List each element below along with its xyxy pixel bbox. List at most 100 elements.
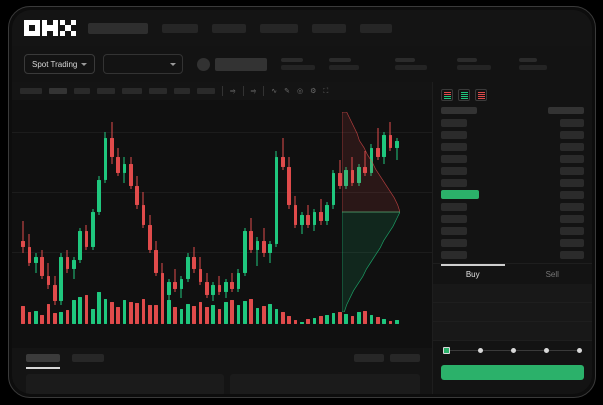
bottom-tab-open-orders[interactable] [26,354,60,362]
candle-wick [256,237,258,267]
orderbook-bid-row[interactable] [441,238,584,247]
device-frame: Spot Trading [8,6,596,398]
candle-bearish [388,106,393,311]
candle-wick [364,150,366,177]
timeframe-chip-3[interactable] [74,88,90,94]
candle-bearish [198,106,203,311]
amount-slider-node-0[interactable] [443,346,450,354]
orderbook-view-both-icon[interactable] [441,89,453,101]
volume-bar-bullish [90,308,95,324]
candle-wick [396,138,398,161]
timeframe-chip-4[interactable] [97,88,115,94]
orderbook-view-asks-icon[interactable] [475,89,487,101]
chart-settings-gear-icon[interactable]: ⚙ [310,87,317,95]
orderbook-ask-row[interactable] [441,166,584,175]
volume-bar-bearish [109,301,114,324]
orderbook-trade-panel: Buy Sell [432,82,592,394]
orderbook-bid-row[interactable] [441,250,584,259]
amount-slider-node-3[interactable] [544,347,549,353]
candle-bearish [287,106,292,311]
fullscreen-icon[interactable]: ⛶ [323,87,329,95]
timeframe-chip-5[interactable] [122,88,142,94]
volume-histogram [20,290,400,324]
candle-bearish [65,106,70,311]
candle-body [356,166,361,183]
candle-body [59,256,64,302]
nav-item-4[interactable] [260,23,298,33]
amount-slider[interactable] [433,341,592,359]
price-field[interactable] [433,284,592,303]
bottom-action-2[interactable] [390,354,420,362]
candle-body [109,138,114,158]
bottom-tab-order-history[interactable] [72,354,104,362]
market-type-selector[interactable]: Spot Trading [24,54,96,74]
total-field[interactable] [433,322,592,341]
volume-bar-bearish [27,312,32,324]
okx-logo[interactable] [24,20,76,36]
timeframe-chip-8[interactable] [197,88,215,94]
candle-bearish [204,106,209,311]
volume-bar-bearish [388,320,393,324]
amount-slider-node-4[interactable] [577,347,582,353]
amount-slider-node-1[interactable] [478,347,483,353]
buy-submit-button[interactable] [441,365,584,380]
nav-item-5[interactable] [312,23,346,33]
timeframe-chip-6[interactable] [149,88,167,94]
timeframe-chip-1[interactable] [20,88,42,94]
bottom-action-1[interactable] [354,354,384,362]
volume-bar-bearish [217,308,222,324]
camera-snapshot-icon[interactable]: ◎ [296,87,304,95]
nav-item-2[interactable] [162,23,198,33]
volume-bar-bullish [382,319,386,324]
volume-bar-bearish [116,307,120,324]
candle-body [268,243,273,254]
volume-bar-bearish [46,303,51,324]
volume-bar-bullish [97,292,101,324]
candle-body [325,205,330,222]
candle-bearish [318,106,323,311]
candle-body [71,259,76,270]
orderbook-ask-row[interactable] [441,142,584,151]
orderbook-ask-row[interactable] [441,154,584,163]
amount-field[interactable] [433,303,592,322]
timeframe-chip-7[interactable] [174,88,190,94]
indicator-wave-icon[interactable]: ∿ [271,87,278,95]
volume-bar-bearish [261,306,266,324]
depth-chart-svg [342,112,400,312]
orderbook-ask-row[interactable] [441,118,584,127]
volume-bar-bullish [356,312,361,324]
nav-item-6[interactable] [360,23,392,33]
candle-bullish [33,106,38,311]
trading-pair-selector[interactable] [103,54,184,74]
chart-type-dropdown-icon[interactable]: ⥤ [250,87,257,95]
candle-bullish [71,106,76,311]
timeframe-chip-2[interactable] [49,88,67,94]
trade-tab-buy[interactable]: Buy [433,264,513,284]
candle-body [185,256,190,279]
candle-body [331,173,336,206]
okx-logo-block-k [42,20,58,36]
chart-toolbar: ⥤ ⥤ ∿ ✎ ◎ ⚙ ⛶ [12,82,432,100]
amount-slider-node-2[interactable] [511,347,516,353]
nav-item-1[interactable] [88,22,148,34]
candle-body [84,230,89,247]
orderbook-bid-row[interactable] [441,202,584,211]
nav-item-3[interactable] [212,23,246,33]
price-chart[interactable] [12,100,432,348]
timeframe-dropdown-icon[interactable]: ⥤ [230,87,236,95]
bottom-panel-right[interactable] [230,374,420,394]
candle-bearish [135,106,140,311]
orderbook-ask-row[interactable] [441,178,584,187]
volume-bar-bearish [249,298,253,324]
bottom-tab-active-underline [26,367,60,369]
orderbook-rows[interactable] [433,106,592,259]
orderbook-bid-row[interactable] [441,214,584,223]
drawing-pencil-icon[interactable]: ✎ [284,87,290,95]
bottom-panel-left[interactable] [26,374,224,394]
orderbook-view-bids-icon[interactable] [458,89,470,101]
orderbook-ask-row[interactable] [441,130,584,139]
orderbook-bid-row[interactable] [441,226,584,235]
candle-body [375,147,380,158]
volume-bar-bearish [65,310,70,324]
trade-tab-sell[interactable]: Sell [545,270,559,279]
